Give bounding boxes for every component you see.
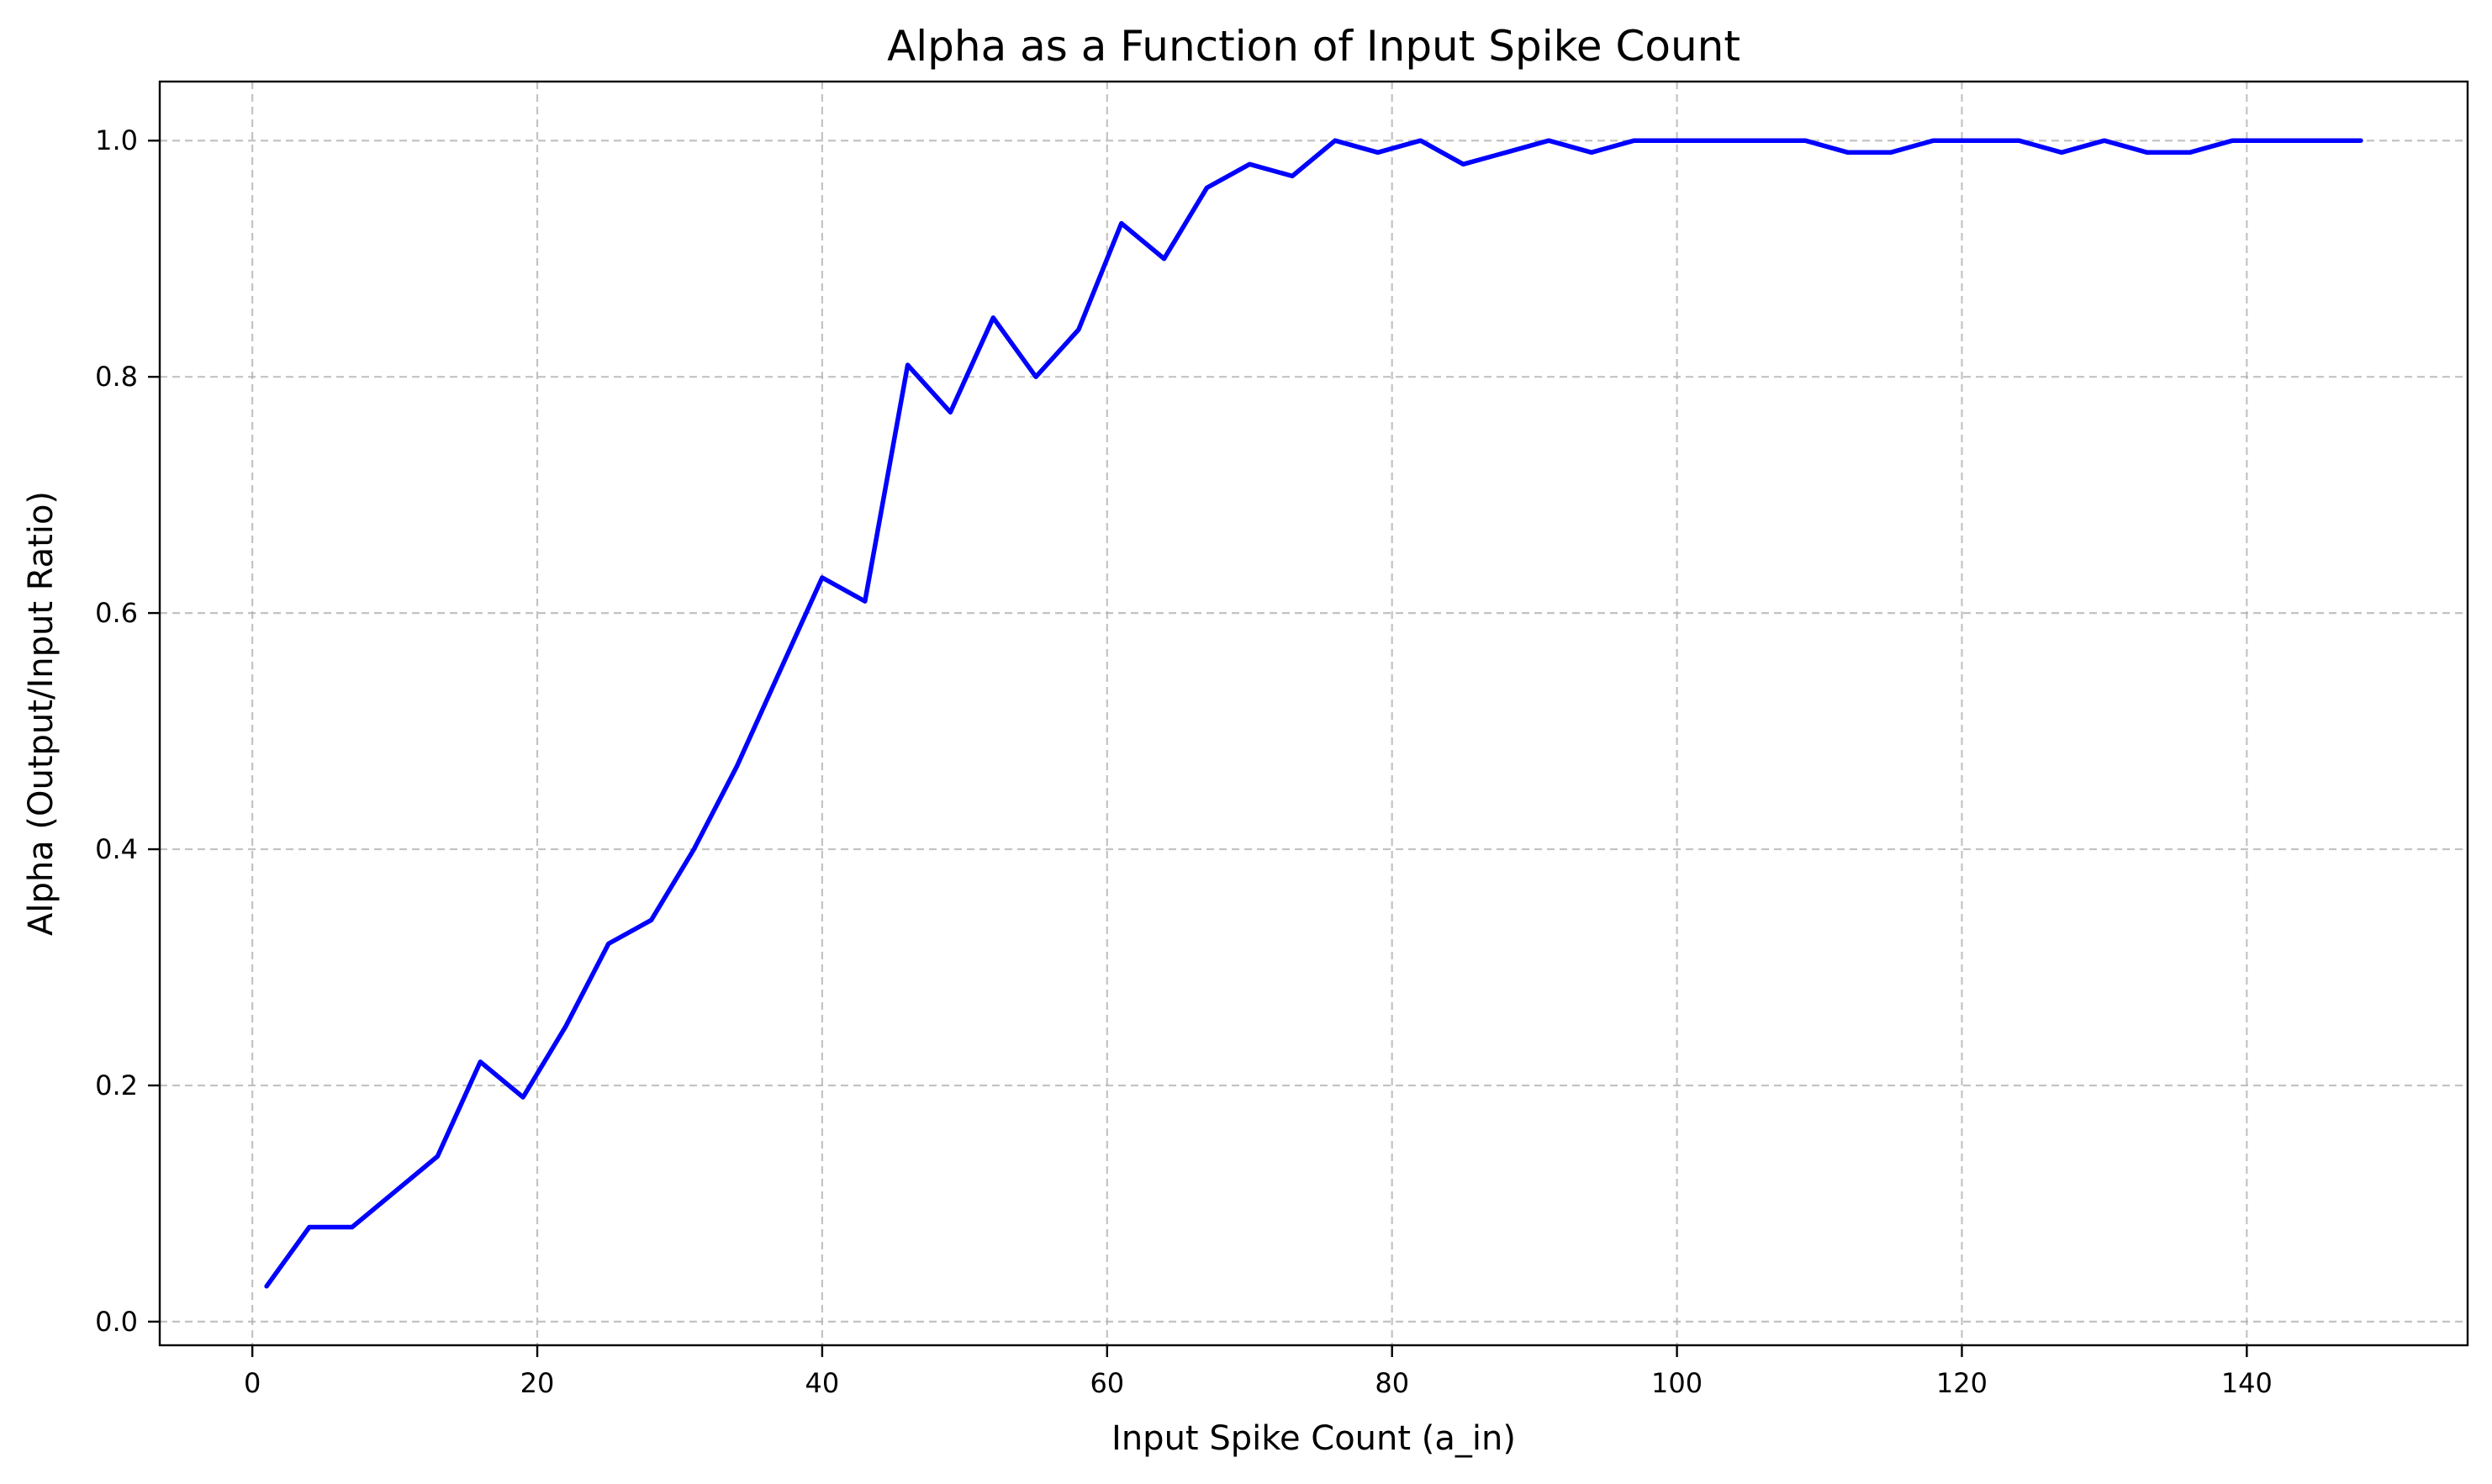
x-tick-label: 100 bbox=[1651, 1367, 1703, 1399]
x-tick-label: 0 bbox=[244, 1367, 261, 1399]
x-tick-label: 60 bbox=[1090, 1367, 1124, 1399]
grid bbox=[160, 82, 2468, 1345]
x-tick-label: 120 bbox=[1936, 1367, 1988, 1399]
x-axis: 0 20 40 60 80 100 120 140 bbox=[244, 1345, 2273, 1399]
y-tick-label: 0.6 bbox=[95, 597, 138, 629]
y-tick-label: 1.0 bbox=[95, 124, 138, 156]
x-tick-label: 20 bbox=[520, 1367, 555, 1399]
x-tick-label: 140 bbox=[2221, 1367, 2273, 1399]
chart-title: Alpha as a Function of Input Spike Count bbox=[887, 22, 1740, 71]
series-layer bbox=[264, 138, 2363, 1289]
y-axis-label: Alpha (Output/Input Ratio) bbox=[22, 491, 61, 936]
y-tick-label: 0.2 bbox=[95, 1069, 138, 1101]
y-tick-label: 0.4 bbox=[95, 833, 138, 865]
x-tick-label: 40 bbox=[805, 1367, 840, 1399]
y-tick-label: 0.0 bbox=[95, 1306, 138, 1338]
y-axis: 0.0 0.2 0.4 0.6 0.8 1.0 bbox=[95, 124, 160, 1338]
y-tick-label: 0.8 bbox=[95, 361, 138, 393]
x-tick-label: 80 bbox=[1375, 1367, 1409, 1399]
series-line bbox=[264, 138, 2363, 1289]
plot-area-frame bbox=[158, 80, 2469, 1347]
x-axis-label: Input Spike Count (a_in) bbox=[1111, 1419, 1516, 1458]
